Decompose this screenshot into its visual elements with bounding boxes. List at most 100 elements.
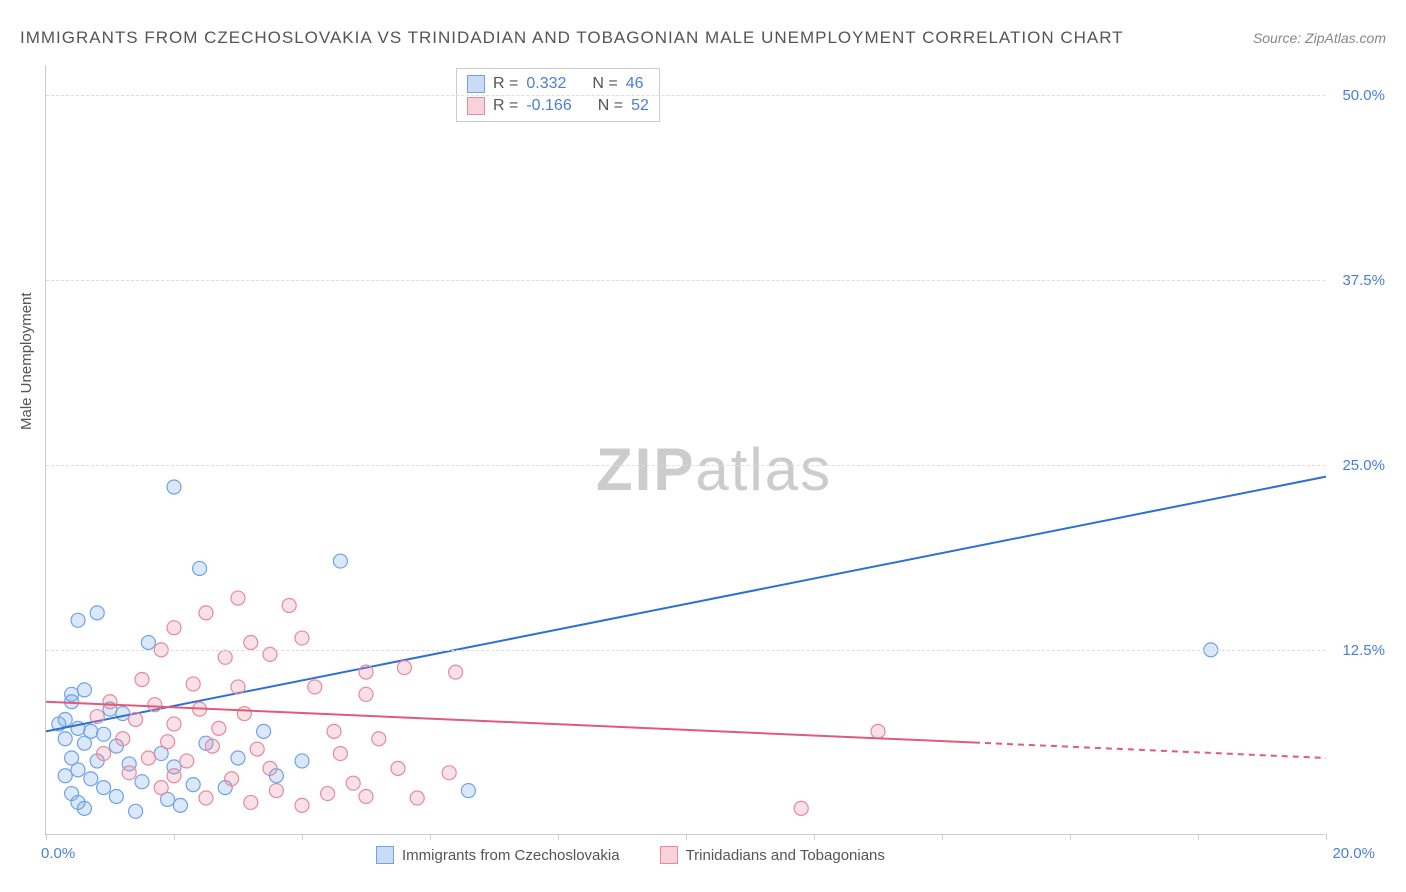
scatter-point [237, 707, 251, 721]
scatter-point [154, 781, 168, 795]
legend-item-label: Immigrants from Czechoslovakia [402, 847, 620, 864]
gridline [46, 280, 1325, 281]
scatter-point [359, 687, 373, 701]
scatter-point [397, 661, 411, 675]
trend-line [46, 702, 974, 743]
legend-stats-row: R = -0.166 N = 52 [467, 95, 649, 117]
scatter-point [186, 778, 200, 792]
y-tick-label: 50.0% [1342, 87, 1385, 104]
scatter-point [269, 784, 283, 798]
scatter-point [141, 751, 155, 765]
legend-swatch-icon [376, 846, 394, 864]
x-tick [814, 834, 815, 840]
source-label: Source: ZipAtlas.com [1253, 30, 1386, 46]
r-value: 0.332 [526, 75, 566, 93]
r-label: R = [493, 97, 518, 115]
scatter-point [84, 772, 98, 786]
n-label: N = [592, 75, 617, 93]
scatter-point [77, 801, 91, 815]
scatter-point [116, 732, 130, 746]
y-tick-label: 12.5% [1342, 642, 1385, 659]
scatter-point [90, 710, 104, 724]
scatter-point [212, 721, 226, 735]
scatter-point [103, 695, 117, 709]
x-max-label: 20.0% [1332, 845, 1375, 862]
scatter-point [359, 790, 373, 804]
scatter-point [372, 732, 386, 746]
scatter-point [794, 801, 808, 815]
scatter-point [333, 554, 347, 568]
scatter-point [167, 480, 181, 494]
scatter-point [359, 665, 373, 679]
scatter-point [321, 787, 335, 801]
x-tick [430, 834, 431, 840]
scatter-point [122, 766, 136, 780]
scatter-point [282, 598, 296, 612]
scatter-point [90, 606, 104, 620]
legend-series: Immigrants from Czechoslovakia Trinidadi… [376, 846, 885, 864]
scatter-point [346, 776, 360, 790]
scatter-point [167, 717, 181, 731]
scatter-point [97, 781, 111, 795]
scatter-point [58, 732, 72, 746]
scatter-point [410, 791, 424, 805]
scatter-point [148, 698, 162, 712]
scatter-point [244, 636, 258, 650]
x-tick [686, 834, 687, 840]
scatter-point [71, 763, 85, 777]
scatter-point [231, 680, 245, 694]
x-tick [302, 834, 303, 840]
scatter-point [97, 727, 111, 741]
scatter-point [295, 754, 309, 768]
y-tick-label: 37.5% [1342, 272, 1385, 289]
r-label: R = [493, 75, 518, 93]
chart-title: IMMIGRANTS FROM CZECHOSLOVAKIA VS TRINID… [20, 28, 1124, 48]
scatter-point [231, 751, 245, 765]
gridline [46, 650, 1325, 651]
x-tick [942, 834, 943, 840]
x-tick [558, 834, 559, 840]
legend-item: Trinidadians and Tobagonians [660, 846, 885, 864]
y-tick-label: 25.0% [1342, 457, 1385, 474]
scatter-point [308, 680, 322, 694]
scatter-point [77, 683, 91, 697]
scatter-point [109, 790, 123, 804]
scatter-point [167, 621, 181, 635]
y-axis-label: Male Unemployment [18, 292, 35, 430]
scatter-point [231, 591, 245, 605]
scatter-point [116, 707, 130, 721]
scatter-point [129, 804, 143, 818]
legend-item-label: Trinidadians and Tobagonians [686, 847, 885, 864]
scatter-point [225, 772, 239, 786]
legend-swatch-icon [660, 846, 678, 864]
trend-line-dashed [974, 743, 1326, 758]
scatter-point [295, 798, 309, 812]
scatter-point [58, 769, 72, 783]
plot-area: ZIPatlas R = 0.332 N = 46 R = -0.166 N =… [45, 65, 1325, 835]
scatter-point [257, 724, 271, 738]
scatter-point [186, 677, 200, 691]
scatter-point [218, 650, 232, 664]
x-tick [46, 834, 47, 840]
scatter-point [442, 766, 456, 780]
x-tick [1326, 834, 1327, 840]
r-value: -0.166 [526, 97, 571, 115]
scatter-point [129, 713, 143, 727]
scatter-point [180, 754, 194, 768]
scatter-point [871, 724, 885, 738]
legend-swatch-icon [467, 75, 485, 93]
scatter-point [263, 761, 277, 775]
scatter-point [135, 775, 149, 789]
plot-svg [46, 65, 1325, 834]
gridline [46, 95, 1325, 96]
scatter-point [205, 739, 219, 753]
scatter-point [167, 769, 181, 783]
n-value: 46 [626, 75, 644, 93]
scatter-point [199, 606, 213, 620]
scatter-point [327, 724, 341, 738]
scatter-point [295, 631, 309, 645]
scatter-point [77, 736, 91, 750]
gridline [46, 465, 1325, 466]
scatter-point [250, 742, 264, 756]
scatter-point [97, 747, 111, 761]
